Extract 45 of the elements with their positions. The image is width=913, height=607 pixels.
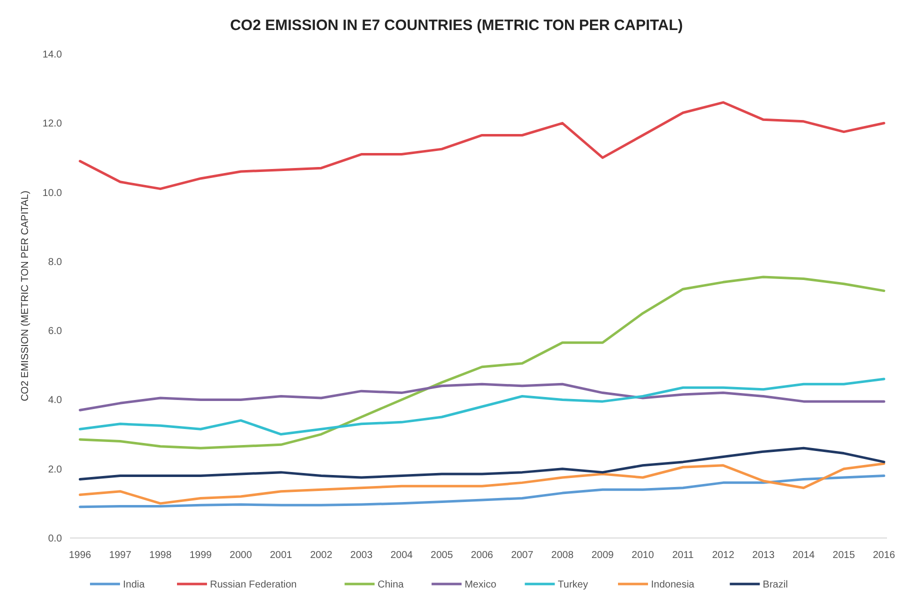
- y-tick-label: 10.0: [42, 188, 62, 199]
- legend-label: China: [378, 580, 404, 590]
- x-tick-label: 2000: [230, 550, 252, 561]
- x-tick-label: 2014: [792, 550, 816, 561]
- legend-label: Russian Federation: [210, 580, 297, 590]
- legend-label: Turkey: [558, 580, 588, 590]
- line-series: [78, 446, 886, 480]
- x-tick-label: 1999: [189, 550, 212, 561]
- y-tick-label: 6.0: [48, 326, 62, 338]
- line-series: [78, 378, 886, 436]
- y-tick-label: 12.0: [42, 118, 62, 130]
- x-tick-label: 2004: [390, 550, 414, 561]
- x-tick-label: 2016: [872, 550, 896, 561]
- legend-label: Mexico: [464, 580, 497, 590]
- x-tick-label: 1998: [149, 550, 172, 561]
- x-tick-label: 2013: [752, 550, 775, 561]
- x-tick-label: 1997: [109, 550, 132, 561]
- x-tick-label: 2011: [672, 550, 694, 561]
- y-axis-title: CO2 EMISSION (METRIC TON PER CAPITAL): [20, 190, 31, 402]
- line-series: [78, 474, 886, 508]
- x-tick-label: 2007: [511, 550, 534, 561]
- y-tick-label: 4.0: [48, 395, 62, 406]
- chart-title: CO2 EMISSION IN E7 COUNTRIES (METRIC TON PER CAPITAL): [230, 17, 683, 34]
- x-tick-label: 2005: [430, 550, 454, 561]
- y-tick-label: 2.0: [48, 464, 62, 476]
- y-tick-label: 0.0: [48, 534, 62, 544]
- x-tick-label: 2015: [832, 550, 856, 561]
- x-tick-label: 2009: [591, 550, 614, 561]
- x-tick-label: 2001: [270, 550, 293, 561]
- legend-label: India: [123, 580, 146, 590]
- x-tick-label: 2008: [551, 550, 574, 561]
- x-tick-label: 1996: [68, 550, 92, 561]
- x-tick-label: 2012: [712, 550, 735, 561]
- legend-label: Indonesia: [651, 580, 695, 590]
- line-series: [78, 276, 886, 450]
- y-tick-label: 8.0: [48, 256, 62, 268]
- line-series: [78, 462, 886, 505]
- y-tick-label: 14.0: [42, 50, 62, 60]
- line-series: [78, 101, 886, 190]
- line-series: [78, 382, 886, 412]
- x-tick-label: 2010: [632, 550, 654, 561]
- x-tick-label: 2003: [350, 550, 373, 561]
- x-tick-label: 2002: [310, 550, 333, 561]
- legend-label: Brazil: [762, 580, 788, 590]
- x-tick-label: 2006: [470, 550, 494, 561]
